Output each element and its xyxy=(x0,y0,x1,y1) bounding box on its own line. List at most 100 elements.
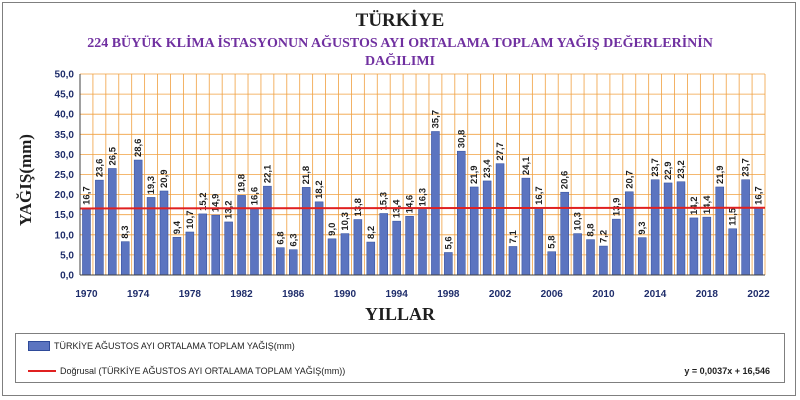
data-label: 14,4 xyxy=(702,195,713,214)
data-label: 8,2 xyxy=(366,226,377,239)
data-label: 28,6 xyxy=(133,139,144,158)
data-label: 22,1 xyxy=(262,164,273,183)
bar xyxy=(340,233,350,276)
legend: TÜRKİYE AĞUSTOS AYI ORTALAMA TOPLAM YAĞI… xyxy=(15,333,785,383)
x-tick-label: 2002 xyxy=(489,289,512,300)
data-label: 23,6 xyxy=(94,159,105,178)
bar xyxy=(560,191,569,276)
x-tick-label: 2010 xyxy=(592,289,615,300)
chart-title: TÜRKİYE xyxy=(355,10,445,31)
bar xyxy=(625,191,634,276)
bar xyxy=(211,214,220,276)
data-label: 14,2 xyxy=(689,196,700,215)
data-label: 14,9 xyxy=(211,194,222,213)
y-tick-label: 20,0 xyxy=(55,190,75,201)
data-label: 16,7 xyxy=(81,186,92,205)
bar xyxy=(547,251,557,276)
bar xyxy=(676,181,686,276)
bar xyxy=(301,187,311,276)
data-label: 16,6 xyxy=(249,187,260,206)
bar xyxy=(469,186,479,276)
bar xyxy=(573,233,582,276)
bar xyxy=(482,180,492,276)
bar xyxy=(650,179,660,276)
bar xyxy=(728,228,737,276)
data-label: 19,8 xyxy=(237,174,248,193)
data-label: 6,3 xyxy=(288,233,299,246)
data-label: 20,9 xyxy=(159,169,170,188)
y-tick-label: 30,0 xyxy=(55,150,75,161)
bar xyxy=(521,177,531,276)
y-tick-label: 0,0 xyxy=(60,271,74,282)
data-label: 21,8 xyxy=(301,166,312,185)
x-tick-label: 1982 xyxy=(230,289,253,300)
x-tick-label: 1986 xyxy=(282,289,305,300)
x-tick-label: 2006 xyxy=(541,289,564,300)
chart-subtitle-line2: DAĞILIMI xyxy=(364,54,435,69)
data-label: 23,7 xyxy=(741,158,752,177)
bar xyxy=(457,150,466,276)
data-label: 9,0 xyxy=(327,223,338,236)
bar xyxy=(185,231,195,276)
y-tick-label: 15,0 xyxy=(55,210,75,221)
legend-trend-label: Doğrusal (TÜRKİYE AĞUSTOS AYI ORTALAMA T… xyxy=(60,366,346,376)
data-label: 15,2 xyxy=(198,192,209,211)
data-label: 9,3 xyxy=(637,221,648,234)
bar xyxy=(95,179,104,276)
bar xyxy=(599,245,608,276)
bar xyxy=(534,207,544,276)
data-label: 22,9 xyxy=(663,161,674,180)
x-tick-label: 1974 xyxy=(127,289,150,300)
data-label: 16,3 xyxy=(418,188,429,207)
data-label: 26,5 xyxy=(107,146,118,165)
bar xyxy=(288,249,298,276)
y-tick-label: 10,0 xyxy=(55,230,75,241)
legend-bar-swatch xyxy=(28,341,50,351)
y-tick-label: 35,0 xyxy=(55,130,75,141)
bar xyxy=(82,207,91,276)
data-label: 20,6 xyxy=(560,171,571,190)
bar xyxy=(366,241,376,276)
bar xyxy=(263,185,272,276)
x-tick-label: 1978 xyxy=(179,289,202,300)
bar xyxy=(224,221,233,276)
data-label: 8,8 xyxy=(586,223,597,236)
data-label: 35,7 xyxy=(430,110,441,129)
data-label: 8,3 xyxy=(120,225,131,238)
bar xyxy=(133,159,143,276)
bar xyxy=(754,207,763,276)
bar xyxy=(120,241,130,276)
bar xyxy=(327,238,337,276)
data-label: 19,3 xyxy=(146,176,157,195)
bar xyxy=(250,208,259,276)
data-label: 23,2 xyxy=(676,160,687,179)
bar xyxy=(741,179,750,276)
data-label: 9,4 xyxy=(172,220,183,234)
bar xyxy=(198,213,208,276)
data-label: 14,6 xyxy=(405,195,416,214)
y-tick-label: 50,0 xyxy=(55,70,75,81)
bar xyxy=(702,216,712,276)
bar xyxy=(392,220,401,276)
y-tick-label: 5,0 xyxy=(60,250,74,261)
bar xyxy=(172,236,182,276)
bar xyxy=(508,246,518,276)
bar xyxy=(108,168,117,276)
bar xyxy=(637,237,647,276)
x-axis-label: YILLAR xyxy=(364,304,435,324)
data-label: 15,3 xyxy=(379,192,390,211)
bar xyxy=(444,252,453,276)
y-tick-label: 45,0 xyxy=(55,90,75,101)
data-label: 16,7 xyxy=(534,186,545,205)
bar xyxy=(314,201,324,276)
y-tick-label: 25,0 xyxy=(55,170,75,181)
data-label: 7,2 xyxy=(598,230,609,243)
x-tick-label: 1970 xyxy=(75,289,98,300)
chart-subtitle-line1: 224 BÜYÜK KLİMA İSTASYONUN AĞUSTOS AYI O… xyxy=(87,36,713,51)
data-label: 10,7 xyxy=(185,210,196,229)
x-tick-label: 1990 xyxy=(334,289,357,300)
data-label: 23,4 xyxy=(482,159,493,178)
bar xyxy=(431,131,440,276)
bar xyxy=(612,218,621,276)
